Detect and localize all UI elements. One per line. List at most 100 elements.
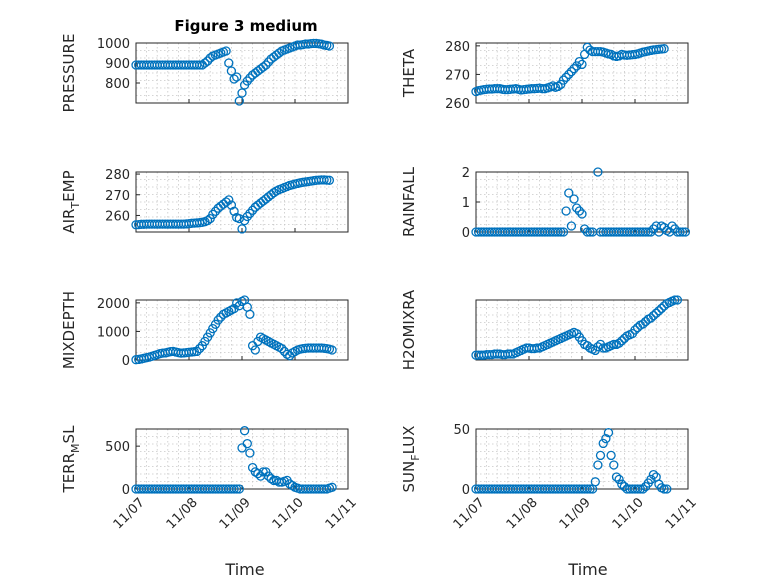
- y-axis-label-pressure: PRESSURE: [60, 34, 78, 113]
- data-point: [242, 76, 252, 86]
- data-point: [590, 477, 600, 487]
- data-point: [224, 195, 234, 205]
- data-point: [324, 175, 335, 185]
- data-point: [234, 96, 244, 106]
- y-tick-label: 0: [462, 226, 470, 241]
- y-tick-label: 260: [445, 97, 470, 112]
- subplot-terr_msl: 0 500 11/07 11/08 11/09 11/10 11/11 TERRMSL: [60, 425, 360, 532]
- y-tick-label: 270: [445, 68, 470, 83]
- y-tick-label: 1: [462, 196, 470, 211]
- data-point: [229, 303, 239, 314]
- data-point: [553, 227, 563, 237]
- data-point: [229, 206, 239, 216]
- data-point: [277, 343, 287, 354]
- data-point: [261, 60, 271, 70]
- x-axis-label-right: Time: [567, 560, 607, 579]
- series-terr_msl: [131, 426, 337, 494]
- subplot-rainfall: 0 1 2 RAINFALL: [400, 166, 691, 241]
- series-pressure: [131, 38, 335, 106]
- data-point: [561, 206, 571, 216]
- data-point: [287, 480, 298, 491]
- data-point: [585, 484, 595, 494]
- series-mixdepth: [131, 295, 337, 365]
- data-point: [200, 58, 210, 68]
- data-point: [638, 319, 648, 329]
- data-point: [250, 345, 260, 355]
- series-h2omixra: [471, 295, 683, 360]
- data-point: [247, 205, 258, 215]
- data-point: [619, 481, 630, 492]
- subplot-pressure: 800 900 1000 PRESSURE: [60, 34, 349, 113]
- data-point: [630, 325, 640, 335]
- data-point: [572, 203, 582, 213]
- series-sun_flux: [471, 427, 672, 494]
- data-point: [232, 484, 242, 494]
- data-point: [558, 227, 569, 237]
- y-tick-label: 2: [462, 166, 470, 181]
- data-point: [192, 346, 202, 357]
- y-axis-label-part: SUN: [400, 461, 418, 493]
- data-point: [646, 474, 656, 485]
- data-point: [577, 59, 587, 70]
- data-point: [603, 427, 614, 438]
- data-point: [556, 227, 566, 237]
- data-point: [245, 73, 255, 83]
- data-point: [609, 339, 619, 350]
- series-air_temp: [131, 175, 335, 234]
- data-point: [245, 448, 255, 458]
- y-axis-label-rainfall: RAINFALL: [400, 166, 418, 237]
- series-theta: [471, 42, 669, 97]
- x-tick-label: 11/11: [663, 495, 700, 532]
- data-point: [640, 227, 651, 237]
- data-point: [242, 438, 252, 449]
- grid-sun_flux: [475, 429, 688, 489]
- y-axis-label-part: SL: [60, 425, 78, 444]
- grid-rainfall: [475, 172, 688, 232]
- data-point: [558, 75, 569, 85]
- data-point: [269, 188, 279, 198]
- data-point: [609, 460, 619, 470]
- data-point: [614, 474, 624, 485]
- data-point: [638, 484, 648, 494]
- data-point: [577, 209, 587, 219]
- data-point: [553, 81, 563, 92]
- data-point: [579, 224, 590, 234]
- y-tick-label: 0: [122, 354, 130, 369]
- data-point: [680, 227, 691, 237]
- data-point: [319, 175, 329, 185]
- grid-pressure: [135, 43, 348, 103]
- data-point: [585, 227, 595, 237]
- data-point: [221, 46, 231, 56]
- data-point: [263, 192, 274, 202]
- y-axis-label-h2omixra: H2OMIXRA: [400, 289, 418, 370]
- y-tick-label: 280: [105, 168, 130, 183]
- data-point: [221, 197, 231, 207]
- x-tick-label: 11/08: [164, 495, 201, 532]
- subplot-theta: 260 270 280 THETA: [400, 40, 689, 112]
- data-point: [617, 479, 627, 489]
- data-point: [651, 308, 661, 318]
- data-point: [327, 482, 337, 492]
- y-tick-label: 1000: [97, 325, 130, 340]
- data-point: [263, 57, 274, 67]
- y-tick-label: 2000: [97, 297, 130, 312]
- data-point: [505, 349, 516, 359]
- data-point: [194, 60, 205, 70]
- series-rainfall: [471, 167, 691, 237]
- y-axis-label-part: EMP: [60, 170, 78, 201]
- data-point: [617, 336, 627, 346]
- x-tick-label: 11/07: [111, 495, 148, 532]
- data-point: [635, 484, 645, 494]
- data-point: [648, 469, 659, 480]
- y-tick-label: 500: [105, 440, 130, 455]
- y-axis-label-part: AIR: [60, 209, 78, 234]
- data-point: [662, 484, 672, 494]
- data-point: [667, 221, 677, 231]
- data-point: [234, 213, 244, 224]
- data-point: [274, 48, 284, 58]
- data-point: [606, 450, 616, 461]
- data-point: [654, 306, 664, 316]
- subplot-mixdepth: 0 1000 2000 MIXDEPTH: [60, 291, 349, 369]
- data-point: [569, 194, 579, 204]
- data-point: [242, 211, 252, 222]
